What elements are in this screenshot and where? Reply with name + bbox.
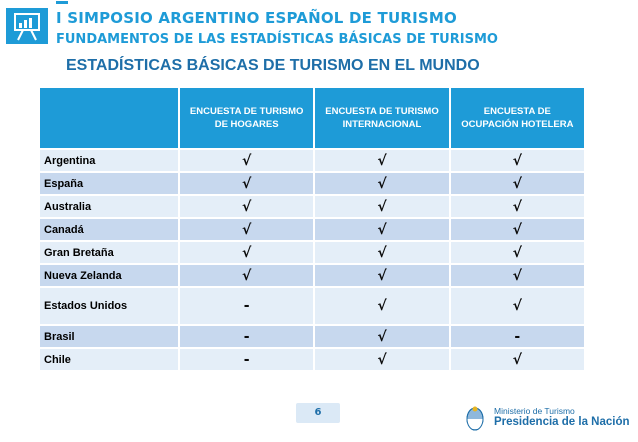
table-cell: -: [178, 349, 314, 370]
coat-of-arms-icon: [466, 406, 484, 431]
country-cell: Nueva Zelanda: [40, 265, 178, 286]
table-cell: -: [448, 326, 584, 347]
table-row: Australia √ √ √: [40, 196, 584, 217]
event-title: I SIMPOSIO ARGENTINO ESPAÑOL DE TURISMO: [56, 9, 457, 27]
table-cell: √: [178, 242, 314, 263]
table-cell: -: [178, 288, 314, 324]
country-cell: España: [40, 173, 178, 194]
table-row: Gran Bretaña √ √ √: [40, 242, 584, 263]
table-cell: √: [313, 265, 449, 286]
column-header-international: ENCUESTA DE TURISMO INTERNACIONAL: [313, 88, 449, 148]
table-cell: √: [448, 219, 584, 240]
table-row: Nueva Zelanda √ √ √: [40, 265, 584, 286]
table-cell: √: [313, 173, 449, 194]
table-row: Canadá √ √ √: [40, 219, 584, 240]
ministry-label: Ministerio de Turismo: [494, 406, 575, 416]
table-cell: √: [313, 219, 449, 240]
table-cell: √: [313, 288, 449, 324]
column-header-household: ENCUESTA DE TURISMO DE HOGARES: [178, 88, 314, 148]
table-cell: √: [448, 196, 584, 217]
table-cell: -: [178, 326, 314, 347]
column-header-country: [40, 88, 178, 148]
table-cell: √: [448, 242, 584, 263]
column-header-hotel: ENCUESTA DE OCUPACIÓN HOTELERA: [448, 88, 584, 148]
country-cell: Brasil: [40, 326, 178, 347]
table-row: Estados Unidos - √ √: [40, 288, 584, 324]
chart-presentation-icon: [14, 13, 40, 41]
table-cell: √: [313, 196, 449, 217]
table-cell: √: [313, 349, 449, 370]
country-cell: Canadá: [40, 219, 178, 240]
table-row: España √ √ √: [40, 173, 584, 194]
table-cell: √: [448, 150, 584, 171]
table-cell: √: [448, 173, 584, 194]
table-cell: √: [178, 219, 314, 240]
country-cell: Argentina: [40, 150, 178, 171]
page-number: 6: [296, 403, 340, 423]
table-cell: √: [178, 150, 314, 171]
table-cell: √: [448, 265, 584, 286]
table-cell: √: [313, 150, 449, 171]
table-cell: √: [448, 349, 584, 370]
table-cell: √: [178, 173, 314, 194]
country-cell: Chile: [40, 349, 178, 370]
table-header-row: ENCUESTA DE TURISMO DE HOGARES ENCUESTA …: [40, 88, 584, 148]
table-cell: √: [178, 196, 314, 217]
title-accent-bar: [56, 1, 68, 4]
table-row: Chile - √ √: [40, 349, 584, 370]
table-row: Brasil - √ -: [40, 326, 584, 347]
event-subtitle: FUNDAMENTOS DE LAS ESTADÍSTICAS BÁSICAS …: [56, 32, 498, 47]
table-cell: √: [313, 242, 449, 263]
table-cell: √: [178, 265, 314, 286]
presidency-label: Presidencia de la Nación: [494, 416, 630, 428]
table-cell: √: [313, 326, 449, 347]
slide-title: ESTADÍSTICAS BÁSICAS DE TURISMO EN EL MU…: [66, 57, 480, 74]
country-cell: Gran Bretaña: [40, 242, 178, 263]
country-cell: Australia: [40, 196, 178, 217]
statistics-table: ENCUESTA DE TURISMO DE HOGARES ENCUESTA …: [40, 86, 584, 372]
logo: [6, 8, 48, 44]
table-row: Argentina √ √ √: [40, 150, 584, 171]
country-cell: Estados Unidos: [40, 288, 178, 324]
table-cell: √: [448, 288, 584, 324]
